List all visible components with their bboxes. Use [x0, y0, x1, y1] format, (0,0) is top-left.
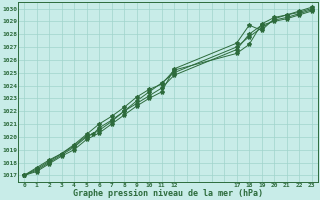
X-axis label: Graphe pression niveau de la mer (hPa): Graphe pression niveau de la mer (hPa): [73, 189, 263, 198]
